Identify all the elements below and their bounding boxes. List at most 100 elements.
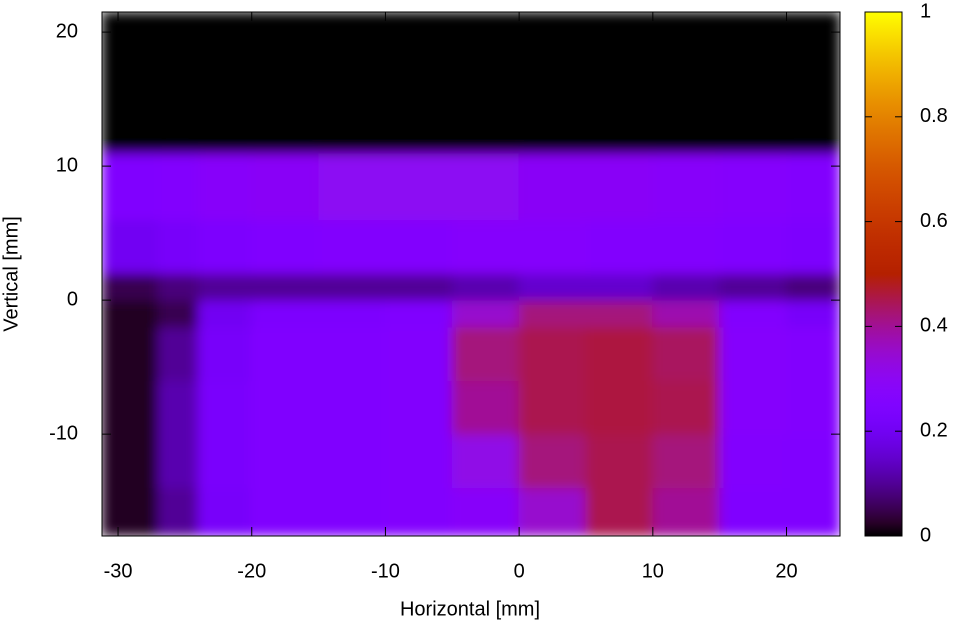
heatmap-cell [451, 152, 520, 221]
heatmap-cell [786, 12, 840, 154]
heatmap-cell [652, 152, 721, 221]
heatmap-cell [518, 272, 587, 301]
heatmap-cell [102, 219, 159, 274]
heatmap-cell [102, 272, 159, 301]
x-tick-label: -10 [371, 560, 400, 582]
heatmap-cell [197, 299, 253, 328]
heatmap-cell [197, 326, 253, 382]
colorbar-tick-label: 0.4 [920, 315, 948, 337]
heatmap-cell [384, 219, 453, 274]
heatmap-cell [318, 326, 386, 382]
heatmap-cell [318, 272, 386, 301]
heatmap-cell [719, 380, 788, 435]
heatmap [102, 12, 840, 536]
heatmap-cell [384, 299, 453, 328]
heatmap-cell [652, 380, 721, 435]
heatmap-cell [384, 272, 453, 301]
heatmap-cell [251, 433, 320, 489]
heatmap-cell [518, 219, 587, 274]
heatmap-cell [719, 272, 788, 301]
heatmap-cell [251, 380, 320, 435]
heatmap-cell [652, 326, 721, 382]
heatmap-cell [652, 219, 721, 274]
heatmap-cell [318, 299, 386, 328]
heatmap-cell [157, 487, 199, 536]
heatmap-cell [451, 326, 520, 382]
heatmap-cell [451, 487, 520, 536]
heatmap-cell [157, 219, 199, 274]
heatmap-cell [197, 380, 253, 435]
heatmap-cell [786, 326, 840, 382]
heatmap-cell [102, 299, 159, 328]
heatmap-cell [251, 152, 320, 221]
x-tick-label: 0 [514, 560, 525, 582]
heatmap-cell [719, 12, 788, 154]
heatmap-cell [786, 152, 840, 221]
heatmap-cell [652, 12, 721, 154]
heatmap-cell [251, 326, 320, 382]
heatmap-cell [518, 380, 587, 435]
heatmap-cell [102, 326, 159, 382]
heatmap-cell [652, 299, 721, 328]
heatmap-cell [652, 272, 721, 301]
heatmap-cell [585, 380, 654, 435]
heatmap-cell [251, 487, 320, 536]
heatmap-cell [384, 380, 453, 435]
heatmap-cell [786, 219, 840, 274]
heatmap-cell [786, 272, 840, 301]
heatmap-cell [197, 487, 253, 536]
heatmap-cell [518, 152, 587, 221]
heatmap-cell [518, 12, 587, 154]
heatmap-cell [451, 12, 520, 154]
heatmap-cell [157, 433, 199, 489]
heatmap-cell [251, 299, 320, 328]
x-axis-label: Horizontal [mm] [400, 598, 540, 620]
x-tick-label: 20 [775, 560, 797, 582]
heatmap-cell [197, 433, 253, 489]
heatmap-cell [786, 433, 840, 489]
plot-border [101, 11, 841, 537]
colorbar [864, 11, 903, 537]
heatmap-cell [384, 326, 453, 382]
colorbar-tick-label: 0.6 [920, 210, 948, 232]
heatmap-cell [719, 219, 788, 274]
heatmap-cell [585, 326, 654, 382]
heatmap-cell [157, 12, 199, 154]
heatmap-cell [585, 152, 654, 221]
heatmap-cell [102, 433, 159, 489]
heatmap-cell [719, 326, 788, 382]
x-tick-label: -30 [104, 560, 133, 582]
y-tick-label: -10 [49, 422, 78, 444]
heatmap-cell [719, 487, 788, 536]
heatmap-cell [197, 272, 253, 301]
heatmap-cell [318, 219, 386, 274]
heatmap-cell [518, 299, 587, 328]
heatmap-cell [585, 433, 654, 489]
heatmap-cell [197, 152, 253, 221]
colorbar-tick-label: 0.2 [920, 419, 948, 441]
heatmap-cell [318, 380, 386, 435]
heatmap-cell [384, 487, 453, 536]
heatmap-cell [652, 487, 721, 536]
heatmap-cell [384, 12, 453, 154]
heatmap-cell [318, 12, 386, 154]
heatmap-cell [451, 219, 520, 274]
heatmap-cell [518, 326, 587, 382]
heatmap-cell [518, 487, 587, 536]
heatmap-cell [318, 433, 386, 489]
heatmap-cell [719, 299, 788, 328]
heatmap-cell [451, 380, 520, 435]
heatmap-cell [719, 433, 788, 489]
y-tick-label: 20 [56, 20, 78, 42]
heatmap-cell [585, 272, 654, 301]
heatmap-cell [157, 272, 199, 301]
heatmap-cell [251, 12, 320, 154]
heatmap-cell [585, 12, 654, 154]
heatmap-cell [102, 487, 159, 536]
heatmap-cell [451, 272, 520, 301]
heatmap-cell [384, 152, 453, 221]
heatmap-cell [585, 219, 654, 274]
heatmap-cell [157, 299, 199, 328]
x-tick-label: 10 [642, 560, 664, 582]
